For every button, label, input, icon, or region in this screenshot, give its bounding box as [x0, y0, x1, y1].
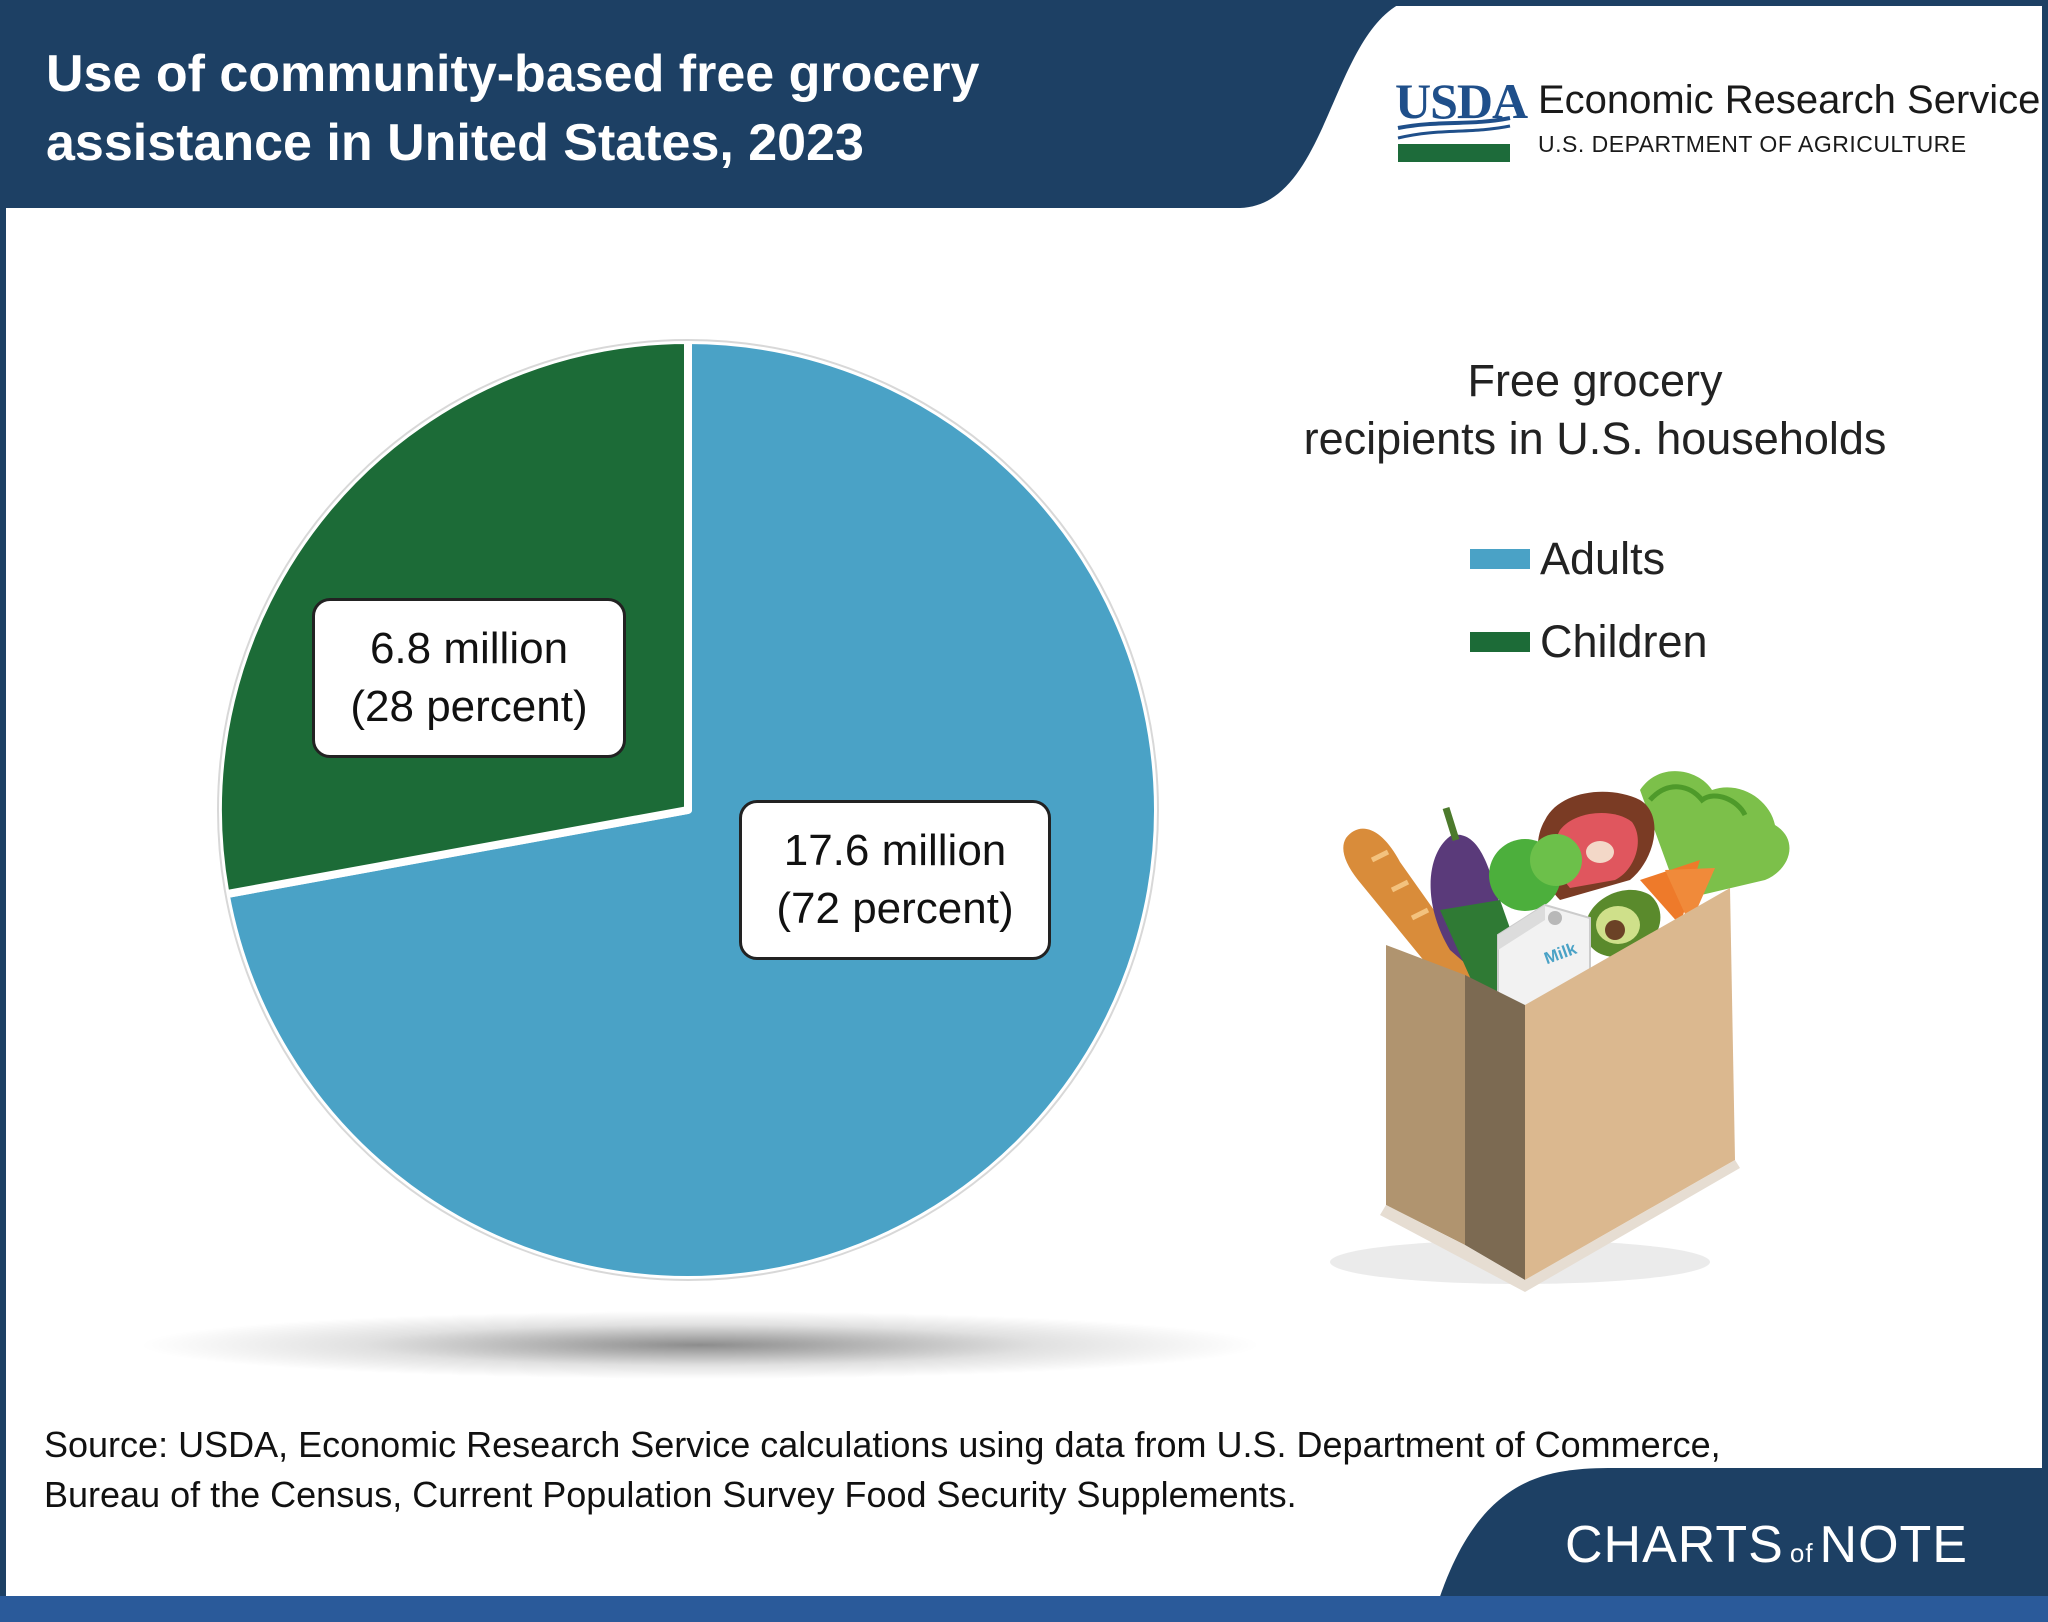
- slice-label-children: 6.8 million (28 percent): [312, 598, 626, 758]
- slice-percent-children: (28 percent): [350, 682, 588, 731]
- legend-title-line-2: recipients in U.S. households: [1303, 413, 1887, 464]
- legend-label-children: Children: [1540, 616, 1708, 667]
- source-note: Source: USDA, Economic Research Service …: [44, 1420, 2004, 1520]
- chart-title: Use of community-based free grocery assi…: [46, 40, 1146, 178]
- slice-value-adults: 17.6 million: [783, 826, 1007, 875]
- legend-title: Free grocery recipients in U.S. househol…: [1255, 352, 1935, 468]
- legend-swatch-children: [1470, 632, 1530, 652]
- pie-outline: [217, 339, 1159, 1281]
- usda-logo-text: USDA: [1395, 73, 1528, 129]
- footer-band: [1432, 1468, 2048, 1622]
- charts-of-note-logo: CHARTS of NOTE: [1565, 1515, 1968, 1575]
- brand-charts: CHARTS: [1565, 1516, 1784, 1574]
- legend-item-children: Children: [1470, 612, 1708, 672]
- department-name: U.S. DEPARTMENT OF AGRICULTURE: [1538, 131, 1967, 157]
- slice-percent-adults: (72 percent): [776, 884, 1014, 933]
- legend-title-line-1: Free grocery: [1467, 355, 1723, 406]
- header-banner: [0, 0, 1408, 208]
- brand-of: of: [1789, 1538, 1814, 1568]
- source-line-1: Source: USDA, Economic Research Service …: [44, 1424, 1721, 1465]
- brand-note: NOTE: [1819, 1516, 1968, 1574]
- title-line-1: Use of community-based free grocery: [46, 45, 980, 103]
- source-line-2: Bureau of the Census, Current Population…: [44, 1474, 1297, 1515]
- pie-shadow: [140, 1311, 1260, 1379]
- grocery-bag-icon: [1330, 771, 1790, 1292]
- legend-item-adults: Adults: [1470, 529, 1665, 589]
- legend-label-adults: Adults: [1540, 533, 1666, 584]
- bottom-strip: [0, 1596, 2048, 1622]
- legend-swatch-adults: [1470, 549, 1530, 569]
- slice-label-adults: 17.6 million (72 percent): [739, 800, 1051, 960]
- slice-value-children: 6.8 million: [369, 624, 569, 673]
- title-line-2: assistance in United States, 2023: [46, 114, 864, 172]
- usda-logo-icon: [1397, 116, 1511, 162]
- agency-name: Economic Research Service: [1538, 78, 2041, 122]
